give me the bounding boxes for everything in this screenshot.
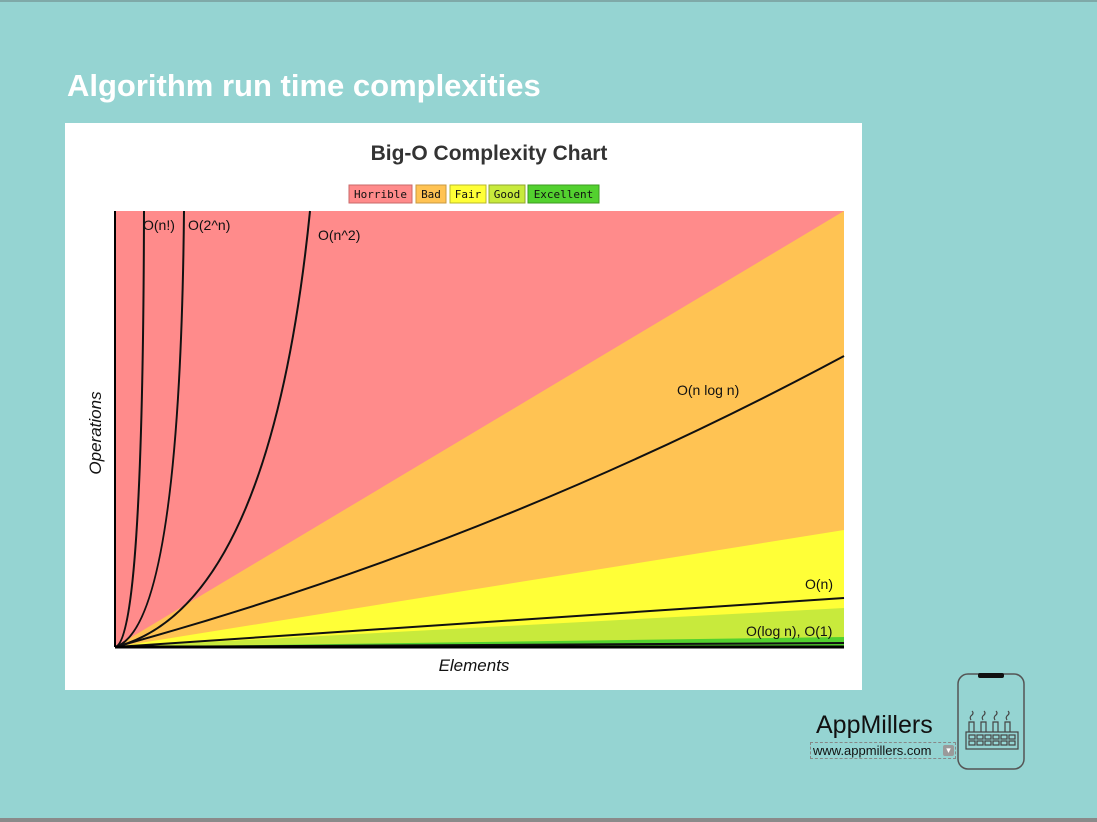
chart-title: Big-O Complexity Chart [371, 142, 608, 165]
legend-horrible-swatch [348, 184, 413, 204]
legend-good-swatch [488, 184, 526, 204]
brand-url-text[interactable]: www.appmillers.com [813, 743, 932, 758]
x-axis-label: Elements [439, 656, 510, 675]
legend-bad: Bad [421, 188, 441, 201]
legend-horrible: Horrible [354, 188, 407, 201]
chevron-down-icon[interactable]: ▾ [943, 745, 954, 756]
brand-url[interactable]: www.appmillers.com ▾ [810, 742, 956, 759]
curve-linear [114, 597, 845, 648]
label-log-const: O(log n), O(1) [746, 623, 832, 639]
region-good [115, 608, 844, 647]
label-factorial: O(n!) [143, 217, 175, 233]
brand-name: AppMillers [816, 711, 933, 739]
complexity-chart-svg: Big-O Complexity Chart Horrible Bad Fair… [86, 142, 845, 675]
legend-excellent-swatch [527, 184, 600, 204]
complexity-chart: Big-O Complexity Chart Horrible Bad Fair… [65, 123, 862, 690]
curve-quadratic [114, 210, 311, 648]
phone-factory-icon [957, 673, 1025, 770]
slide-title: Algorithm run time complexities [67, 68, 541, 103]
label-exponential: O(2^n) [188, 217, 230, 233]
legend-fair-swatch [449, 184, 487, 204]
bottom-border [0, 818, 1097, 822]
legend: Horrible Bad Fair Good Excellent [348, 184, 600, 204]
legend-bad-swatch [415, 184, 447, 204]
y-axis-label: Operations [86, 391, 105, 475]
legend-excellent: Excellent [534, 188, 594, 201]
curve-exponential [114, 210, 185, 648]
label-nlogn: O(n log n) [677, 382, 739, 398]
curve-nlogn [114, 355, 845, 648]
top-border [0, 0, 1097, 2]
legend-fair: Fair [455, 188, 482, 201]
region-bad [115, 211, 844, 647]
label-linear: O(n) [805, 576, 833, 592]
label-quadratic: O(n^2) [318, 227, 360, 243]
curve-factorial [114, 210, 145, 648]
legend-good: Good [494, 188, 521, 201]
